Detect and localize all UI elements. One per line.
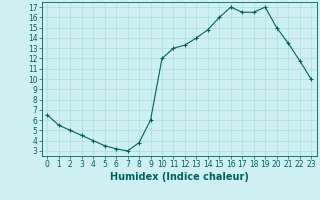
X-axis label: Humidex (Indice chaleur): Humidex (Indice chaleur) — [110, 172, 249, 182]
